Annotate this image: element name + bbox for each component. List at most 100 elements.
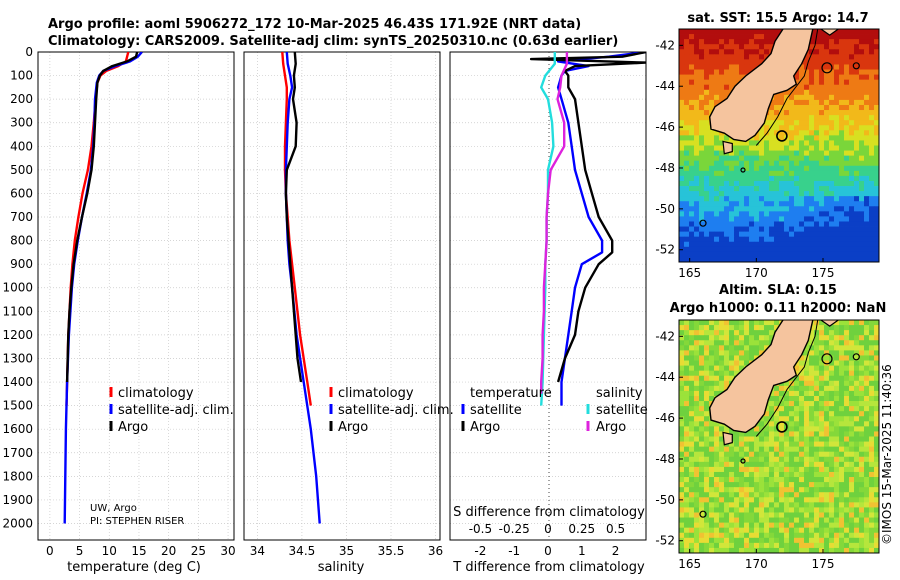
map-cell — [829, 375, 835, 382]
map-cell — [849, 39, 855, 45]
map-cell — [689, 59, 695, 65]
map-cell — [864, 477, 870, 483]
map-cell — [719, 84, 725, 91]
map-cell — [829, 466, 835, 473]
lon-tick-label: 165 — [678, 557, 701, 571]
map-cell — [714, 221, 720, 227]
map-cell — [709, 251, 715, 258]
map-cell — [869, 170, 875, 177]
map-cell — [824, 532, 830, 539]
map-cell — [854, 421, 860, 427]
map-cell — [694, 390, 700, 397]
map-cell — [684, 99, 690, 106]
map-cell — [819, 502, 825, 508]
timestamp-label: ©IMOS 15-Mar-2025 11:40:36 — [880, 364, 894, 545]
map-cell — [849, 421, 855, 427]
map-cell — [709, 104, 715, 111]
map-cell — [719, 221, 725, 227]
map-cell — [729, 59, 735, 65]
map-cell — [829, 421, 835, 427]
map-cell — [799, 522, 805, 529]
map-cell — [849, 34, 855, 40]
series-argo — [284, 52, 303, 383]
map-cell — [729, 441, 735, 448]
map-cell — [684, 175, 690, 182]
map-cell — [739, 145, 745, 151]
map-cell — [749, 355, 755, 361]
map-cell — [714, 461, 720, 468]
map-cell — [869, 482, 875, 488]
map-cell — [869, 64, 875, 70]
map-cell — [839, 54, 845, 60]
depth-tick-label: 100 — [10, 69, 33, 83]
map-cell — [854, 401, 860, 407]
map-cell — [779, 512, 785, 518]
map-cell — [679, 456, 685, 463]
map-cell — [854, 482, 860, 488]
x-tick-label: 1 — [578, 544, 586, 558]
map-cell — [744, 441, 750, 448]
map-cell — [799, 170, 805, 177]
map-cell — [714, 226, 720, 233]
map-cell — [839, 436, 845, 442]
map-cell — [784, 507, 790, 513]
map-cell — [824, 246, 830, 253]
map-cell — [694, 160, 700, 167]
map-cell — [874, 385, 879, 392]
map-cell — [824, 411, 830, 417]
map-cell — [839, 385, 845, 392]
s-tick-label: 0.25 — [568, 522, 595, 536]
map-cell — [724, 135, 730, 141]
map-cell — [824, 487, 830, 493]
map-cell — [709, 330, 715, 336]
map-cell — [869, 251, 875, 258]
map-cell — [754, 145, 760, 151]
map-cell — [729, 370, 735, 377]
map-cell — [699, 406, 705, 412]
map-cell — [764, 246, 770, 253]
map-cell — [774, 532, 780, 539]
map-cell — [754, 477, 760, 483]
map-cell — [679, 390, 685, 397]
map-cell — [764, 241, 770, 248]
map-cell — [859, 421, 865, 427]
map-cell — [874, 79, 879, 86]
map-cell — [809, 340, 815, 346]
map-cell — [819, 380, 825, 387]
map-cell — [704, 421, 710, 427]
map-cell — [764, 29, 770, 35]
map-cell — [704, 492, 710, 498]
map-cell — [789, 196, 795, 202]
map-cell — [824, 236, 830, 243]
map-cell — [749, 140, 755, 146]
map-cell — [709, 246, 715, 253]
map-cell — [749, 532, 755, 539]
map-cell — [764, 221, 770, 227]
map-cell — [854, 206, 860, 212]
map-cell — [809, 380, 815, 387]
map-cell — [864, 406, 870, 412]
map-cell — [794, 94, 800, 101]
map-cell — [699, 175, 705, 182]
shelf-contour — [755, 320, 819, 437]
map-cell — [679, 145, 685, 151]
map-cell — [729, 461, 735, 468]
map-cell — [704, 360, 710, 366]
map-cell — [769, 130, 775, 136]
map-cell — [704, 135, 710, 141]
map-cell — [794, 517, 800, 524]
map-cell — [864, 69, 870, 75]
map-cell — [779, 236, 785, 243]
map-cell — [759, 421, 765, 427]
map-cell — [759, 512, 765, 518]
map-cell — [754, 251, 760, 258]
map-cell — [799, 241, 805, 248]
map-cell — [864, 542, 870, 549]
map-cell — [754, 191, 760, 197]
map-cell — [679, 216, 685, 222]
map-cell — [769, 406, 775, 412]
map-cell — [794, 120, 800, 126]
map-cell — [709, 165, 715, 172]
map-cell — [749, 49, 755, 55]
